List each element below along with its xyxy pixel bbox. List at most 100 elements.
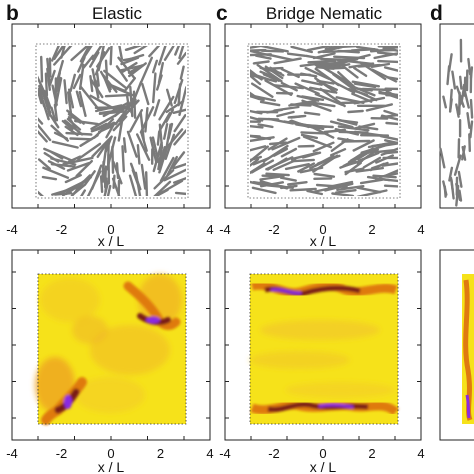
rod (250, 71, 262, 80)
rod (44, 72, 49, 97)
heat-warm-patch (40, 278, 100, 322)
rod (314, 92, 344, 107)
rod (305, 54, 337, 63)
rod (374, 177, 398, 183)
rod (103, 69, 128, 90)
x-bottom-c-tick-label: 0 (319, 446, 326, 461)
rod (337, 125, 370, 132)
rod (297, 162, 316, 173)
rod (67, 88, 75, 109)
rod (144, 171, 149, 196)
rod (136, 143, 141, 165)
rod (152, 141, 163, 173)
rod (355, 166, 384, 173)
inner-dotted-box (35, 43, 189, 199)
rod (379, 91, 398, 97)
rod (312, 52, 336, 60)
rod (173, 129, 186, 146)
rod (377, 59, 398, 64)
rod (135, 133, 151, 161)
rod (362, 156, 382, 169)
rod (50, 106, 57, 122)
rod (461, 145, 466, 161)
rod (108, 84, 135, 97)
rod (112, 115, 128, 132)
x-top-c-tick-label: -4 (219, 222, 231, 237)
rod (250, 162, 266, 175)
rod (442, 95, 447, 109)
rod (338, 119, 359, 124)
director-rods (38, 46, 186, 196)
rod (459, 75, 463, 90)
rod (153, 188, 169, 196)
rod (341, 139, 371, 143)
rod (112, 160, 123, 185)
rod (158, 95, 175, 121)
rod (250, 155, 262, 162)
rod (164, 123, 172, 151)
rod (365, 103, 393, 112)
rod (357, 151, 380, 163)
rod (105, 121, 116, 139)
rod (67, 155, 82, 163)
rod (42, 166, 70, 179)
rod (265, 172, 290, 177)
rod (165, 99, 185, 114)
rod (324, 46, 346, 51)
rod (290, 151, 319, 161)
rod (385, 150, 398, 155)
plot-bridge-nematic-heatmap (224, 249, 422, 441)
rod (157, 46, 167, 66)
rod (312, 141, 335, 153)
x-bottom-c-tick-label: 4 (417, 446, 424, 461)
rod (153, 180, 172, 196)
rod (439, 147, 446, 169)
rod (347, 109, 364, 114)
rod (381, 162, 398, 167)
panel-title-bridge-nematic: Bridge Nematic (266, 4, 383, 23)
rod (337, 49, 360, 54)
rod (457, 170, 463, 188)
rod (124, 46, 143, 51)
rod (153, 99, 161, 117)
rod (43, 151, 60, 163)
rod (166, 155, 179, 177)
rod (250, 46, 267, 49)
rod (467, 57, 472, 76)
rod (38, 117, 44, 125)
rod (318, 80, 338, 92)
rod (111, 145, 115, 174)
rod (267, 53, 293, 61)
rod (69, 73, 77, 93)
rod (257, 123, 274, 129)
rod (300, 72, 318, 78)
rod (353, 82, 377, 89)
rod (164, 133, 176, 161)
x-bottom-b-tick-label: 0 (107, 446, 114, 461)
rod (286, 52, 307, 57)
rod (299, 166, 324, 174)
rod (98, 109, 116, 115)
rod (300, 133, 318, 140)
rod (70, 46, 89, 62)
rod (327, 180, 354, 189)
rod (250, 125, 264, 129)
rod (130, 97, 134, 114)
x-bottom-b-tick-label: -2 (56, 446, 68, 461)
heat-defect-bottom (41, 377, 87, 425)
rod (163, 168, 186, 182)
rod (78, 63, 85, 91)
rod (301, 79, 323, 86)
rod (380, 114, 398, 121)
rod (78, 90, 87, 118)
rod (41, 175, 58, 181)
heat-defect-top (251, 280, 398, 298)
rod (385, 121, 398, 126)
rod (95, 71, 100, 87)
rod (46, 67, 51, 92)
rod (302, 123, 328, 129)
x-axis-label-c-bottom: x / L (310, 459, 337, 474)
rod (115, 65, 128, 82)
rod (442, 180, 448, 196)
rod (316, 79, 335, 85)
